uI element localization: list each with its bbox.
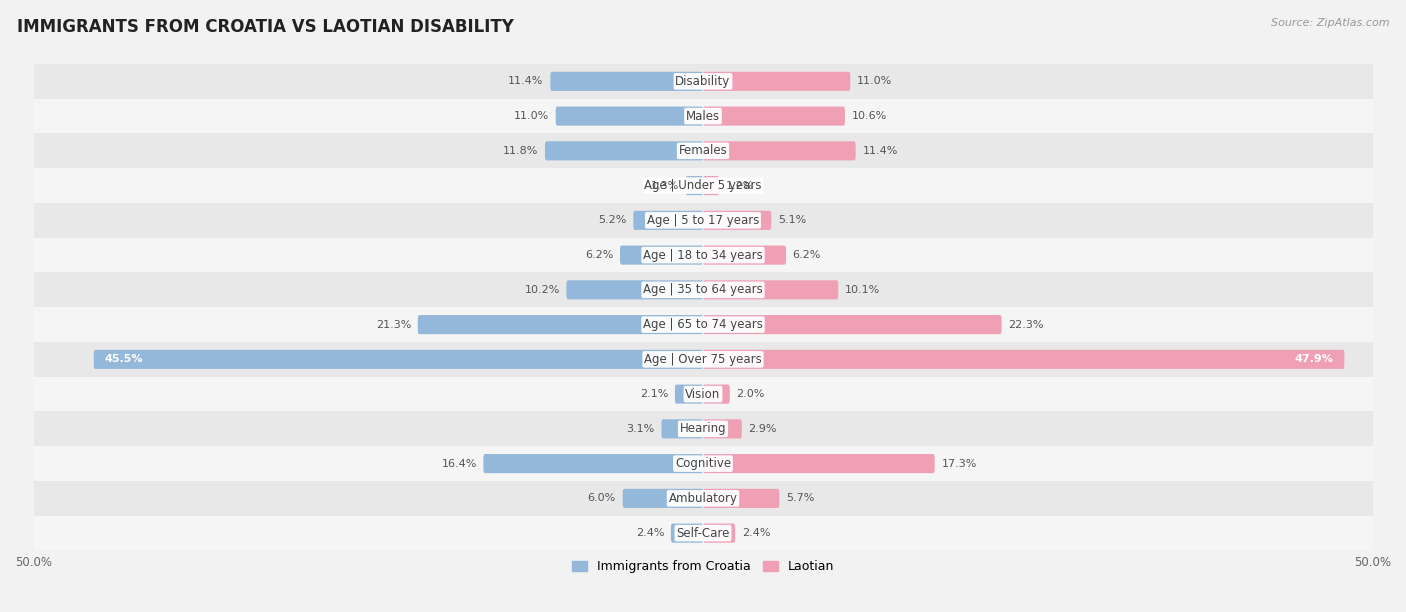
FancyBboxPatch shape	[546, 141, 703, 160]
Bar	[34, 64, 1372, 99]
Text: 2.9%: 2.9%	[748, 424, 778, 434]
Legend: Immigrants from Croatia, Laotian: Immigrants from Croatia, Laotian	[572, 561, 834, 573]
Bar	[34, 237, 1372, 272]
Bar	[34, 342, 1372, 377]
Text: 5.1%: 5.1%	[778, 215, 806, 225]
Text: 17.3%: 17.3%	[942, 458, 977, 469]
Bar	[34, 203, 1372, 237]
FancyBboxPatch shape	[703, 489, 779, 508]
FancyBboxPatch shape	[703, 523, 735, 543]
Text: Males: Males	[686, 110, 720, 122]
Text: Age | Over 75 years: Age | Over 75 years	[644, 353, 762, 366]
Text: 3.1%: 3.1%	[627, 424, 655, 434]
Text: 11.0%: 11.0%	[858, 76, 893, 86]
Text: 10.6%: 10.6%	[852, 111, 887, 121]
Text: 16.4%: 16.4%	[441, 458, 477, 469]
Bar	[34, 411, 1372, 446]
Text: Source: ZipAtlas.com: Source: ZipAtlas.com	[1271, 18, 1389, 28]
Text: 2.4%: 2.4%	[636, 528, 664, 538]
Text: Self-Care: Self-Care	[676, 526, 730, 540]
Text: 11.4%: 11.4%	[862, 146, 897, 156]
Bar	[34, 272, 1372, 307]
FancyBboxPatch shape	[633, 211, 703, 230]
Text: Hearing: Hearing	[679, 422, 727, 435]
FancyBboxPatch shape	[567, 280, 703, 299]
Text: Age | 35 to 64 years: Age | 35 to 64 years	[643, 283, 763, 296]
FancyBboxPatch shape	[675, 384, 703, 404]
FancyBboxPatch shape	[94, 350, 703, 369]
Text: 47.9%: 47.9%	[1295, 354, 1334, 364]
Text: Females: Females	[679, 144, 727, 157]
FancyBboxPatch shape	[550, 72, 703, 91]
Text: 1.3%: 1.3%	[651, 181, 679, 190]
Text: 6.2%: 6.2%	[585, 250, 613, 260]
Text: 1.2%: 1.2%	[725, 181, 754, 190]
Text: 10.2%: 10.2%	[524, 285, 560, 295]
Bar	[34, 516, 1372, 551]
FancyBboxPatch shape	[661, 419, 703, 438]
FancyBboxPatch shape	[418, 315, 703, 334]
Text: Ambulatory: Ambulatory	[668, 492, 738, 505]
FancyBboxPatch shape	[703, 454, 935, 473]
FancyBboxPatch shape	[703, 72, 851, 91]
Text: 11.0%: 11.0%	[513, 111, 548, 121]
FancyBboxPatch shape	[703, 280, 838, 299]
Text: Age | Under 5 years: Age | Under 5 years	[644, 179, 762, 192]
Text: 2.0%: 2.0%	[737, 389, 765, 399]
FancyBboxPatch shape	[703, 141, 856, 160]
FancyBboxPatch shape	[703, 245, 786, 264]
FancyBboxPatch shape	[484, 454, 703, 473]
Bar	[34, 307, 1372, 342]
Bar	[34, 481, 1372, 516]
FancyBboxPatch shape	[703, 350, 1344, 369]
FancyBboxPatch shape	[703, 384, 730, 404]
Text: 6.2%: 6.2%	[793, 250, 821, 260]
FancyBboxPatch shape	[703, 211, 772, 230]
Bar	[34, 133, 1372, 168]
Text: 10.1%: 10.1%	[845, 285, 880, 295]
Text: 2.1%: 2.1%	[640, 389, 668, 399]
Bar	[34, 446, 1372, 481]
Text: 21.3%: 21.3%	[375, 319, 411, 330]
Text: 22.3%: 22.3%	[1008, 319, 1043, 330]
Bar	[34, 99, 1372, 133]
FancyBboxPatch shape	[703, 106, 845, 125]
Bar	[34, 168, 1372, 203]
FancyBboxPatch shape	[703, 315, 1001, 334]
Text: Cognitive: Cognitive	[675, 457, 731, 470]
FancyBboxPatch shape	[671, 523, 703, 543]
Text: 5.7%: 5.7%	[786, 493, 814, 503]
Text: 11.4%: 11.4%	[509, 76, 544, 86]
FancyBboxPatch shape	[703, 419, 742, 438]
FancyBboxPatch shape	[686, 176, 703, 195]
Text: IMMIGRANTS FROM CROATIA VS LAOTIAN DISABILITY: IMMIGRANTS FROM CROATIA VS LAOTIAN DISAB…	[17, 18, 513, 36]
Text: Age | 65 to 74 years: Age | 65 to 74 years	[643, 318, 763, 331]
Text: 11.8%: 11.8%	[503, 146, 538, 156]
Bar	[34, 377, 1372, 411]
Text: 5.2%: 5.2%	[599, 215, 627, 225]
Text: 45.5%: 45.5%	[104, 354, 143, 364]
FancyBboxPatch shape	[623, 489, 703, 508]
Text: 6.0%: 6.0%	[588, 493, 616, 503]
Text: Age | 18 to 34 years: Age | 18 to 34 years	[643, 248, 763, 261]
Text: Disability: Disability	[675, 75, 731, 88]
Text: Age | 5 to 17 years: Age | 5 to 17 years	[647, 214, 759, 227]
Text: 2.4%: 2.4%	[742, 528, 770, 538]
FancyBboxPatch shape	[555, 106, 703, 125]
FancyBboxPatch shape	[620, 245, 703, 264]
FancyBboxPatch shape	[703, 176, 718, 195]
Text: Vision: Vision	[685, 387, 721, 401]
